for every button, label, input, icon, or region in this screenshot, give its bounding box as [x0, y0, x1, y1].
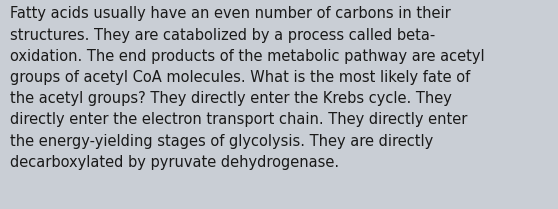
Text: Fatty acids usually have an even number of carbons in their
structures. They are: Fatty acids usually have an even number … [10, 6, 485, 170]
